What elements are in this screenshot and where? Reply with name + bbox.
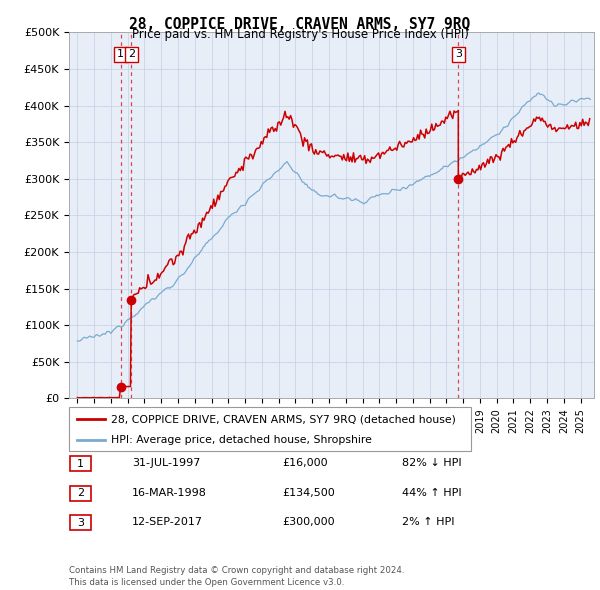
Text: £300,000: £300,000 xyxy=(282,517,335,527)
Text: 28, COPPICE DRIVE, CRAVEN ARMS, SY7 9RQ: 28, COPPICE DRIVE, CRAVEN ARMS, SY7 9RQ xyxy=(130,17,470,31)
Text: £16,000: £16,000 xyxy=(282,458,328,468)
Text: 31-JUL-1997: 31-JUL-1997 xyxy=(132,458,200,468)
Text: Price paid vs. HM Land Registry's House Price Index (HPI): Price paid vs. HM Land Registry's House … xyxy=(131,28,469,41)
Text: 2: 2 xyxy=(128,50,135,60)
Text: 12-SEP-2017: 12-SEP-2017 xyxy=(132,517,203,527)
Text: 2% ↑ HPI: 2% ↑ HPI xyxy=(402,517,455,527)
Text: 1: 1 xyxy=(117,50,124,60)
Text: 16-MAR-1998: 16-MAR-1998 xyxy=(132,488,207,497)
Text: 2: 2 xyxy=(77,489,84,498)
Text: 3: 3 xyxy=(77,518,84,527)
Text: 28, COPPICE DRIVE, CRAVEN ARMS, SY7 9RQ (detached house): 28, COPPICE DRIVE, CRAVEN ARMS, SY7 9RQ … xyxy=(111,415,456,424)
Text: Contains HM Land Registry data © Crown copyright and database right 2024.
This d: Contains HM Land Registry data © Crown c… xyxy=(69,566,404,587)
Text: 82% ↓ HPI: 82% ↓ HPI xyxy=(402,458,461,468)
Text: 3: 3 xyxy=(455,50,462,60)
Text: HPI: Average price, detached house, Shropshire: HPI: Average price, detached house, Shro… xyxy=(111,435,372,445)
Text: £134,500: £134,500 xyxy=(282,488,335,497)
Text: 44% ↑ HPI: 44% ↑ HPI xyxy=(402,488,461,497)
Text: 1: 1 xyxy=(77,459,84,468)
